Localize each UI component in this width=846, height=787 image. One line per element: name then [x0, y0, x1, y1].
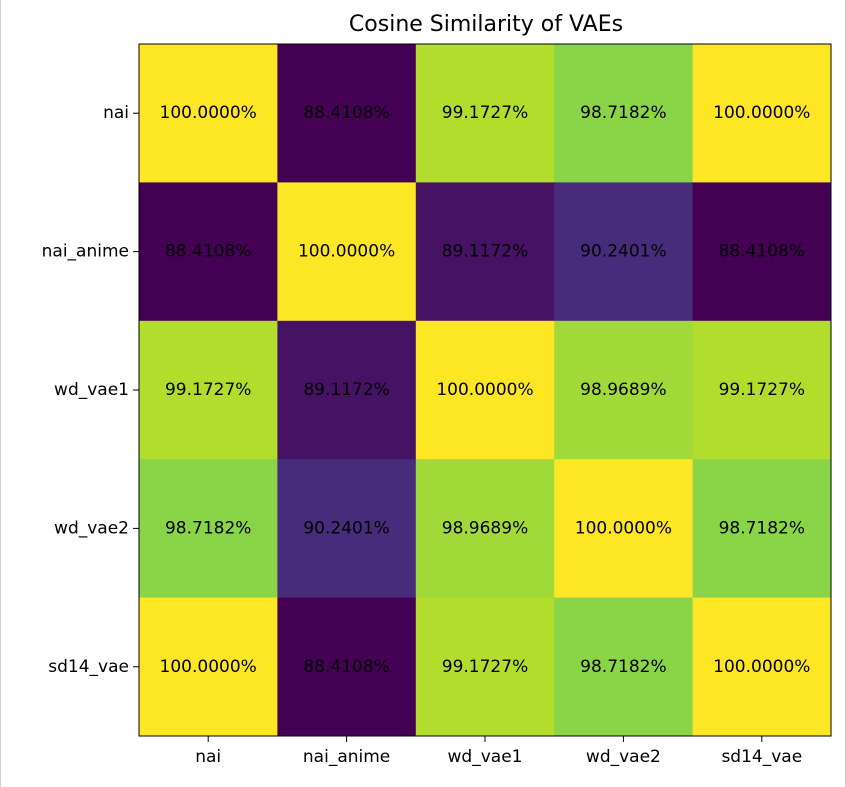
cell-value-label: 100.0000%	[713, 103, 810, 123]
heatmap-cell	[415, 44, 555, 183]
x-tick-label: nai_anime	[303, 747, 390, 767]
cell-value-label: 88.4108%	[165, 242, 251, 262]
heatmap-cell	[692, 44, 832, 183]
x-tick-label: sd14_vae	[721, 747, 802, 767]
heatmap-cell	[415, 320, 555, 460]
heatmap-cell	[554, 44, 694, 183]
cell-value-label: 98.7182%	[580, 657, 666, 677]
heatmap-cell	[277, 320, 417, 460]
cell-value-label: 88.4108%	[303, 103, 389, 123]
heatmap-cell	[415, 459, 555, 599]
cell-value-label: 88.4108%	[719, 242, 805, 262]
x-axis: nai nai_anime wd_vae1 wd_vae2 sd14_vae	[195, 736, 802, 767]
heatmap-cell	[277, 44, 417, 183]
cell-value-label: 100.0000%	[436, 380, 533, 400]
heatmap-cell-labels: 100.0000% 88.4108% 99.1727% 98.7182% 100.000…	[160, 103, 811, 677]
cell-value-label: 98.7182%	[580, 103, 666, 123]
y-tick-label: wd_vae1	[54, 380, 129, 400]
heatmap-cell	[139, 182, 278, 322]
x-tick-label: wd_vae2	[586, 747, 661, 767]
cell-value-label: 90.2401%	[303, 518, 389, 538]
heatmap-cell	[692, 320, 832, 460]
cell-value-label: 100.0000%	[298, 242, 395, 262]
cell-value-label: 89.1172%	[442, 242, 528, 262]
cell-value-label: 99.1727%	[719, 380, 805, 400]
y-axis: nai nai_anime wd_vae1 wd_vae2 sd14_vae	[42, 103, 139, 677]
heatmap-cell	[554, 320, 694, 460]
cell-value-label: 100.0000%	[713, 657, 810, 677]
heatmap-cell	[139, 44, 278, 183]
cell-value-label: 98.7182%	[719, 518, 805, 538]
heatmap-cell	[692, 182, 832, 322]
y-tick-label: nai	[103, 103, 129, 123]
cell-value-label: 88.4108%	[303, 657, 389, 677]
y-tick-label: wd_vae2	[54, 518, 129, 538]
heatmap-cell	[692, 459, 832, 599]
chart-title: Cosine Similarity of VAEs	[349, 12, 623, 37]
cell-value-label: 98.9689%	[442, 518, 528, 538]
heatmap-cells	[139, 44, 832, 737]
cell-value-label: 90.2401%	[580, 242, 666, 262]
heatmap-cell	[139, 597, 278, 737]
heatmap-cell	[554, 597, 694, 737]
heatmap-cell	[139, 459, 278, 599]
x-tick-label: wd_vae1	[448, 747, 523, 767]
cell-value-label: 89.1172%	[303, 380, 389, 400]
cell-value-label: 99.1727%	[442, 103, 528, 123]
heatmap-cell	[277, 182, 417, 322]
heatmap-cell	[415, 182, 555, 322]
heatmap-cell	[277, 459, 417, 599]
heatmap-cell	[554, 459, 694, 599]
heatmap-cell	[139, 320, 278, 460]
heatmap-cell	[692, 597, 832, 737]
cell-value-label: 98.7182%	[165, 518, 251, 538]
axes-frame	[138, 43, 832, 737]
x-tick-label: nai	[195, 747, 221, 767]
heatmap-cell	[554, 182, 694, 322]
heatmap-cell	[277, 597, 417, 737]
cell-value-label: 99.1727%	[442, 657, 528, 677]
y-tick-label: nai_anime	[42, 242, 129, 262]
cell-value-label: 98.9689%	[580, 380, 666, 400]
cell-value-label: 100.0000%	[160, 103, 257, 123]
cell-value-label: 99.1727%	[165, 380, 251, 400]
cell-value-label: 100.0000%	[160, 657, 257, 677]
cell-value-label: 100.0000%	[575, 518, 672, 538]
y-tick-label: sd14_vae	[48, 657, 129, 677]
heatmap-cell	[415, 597, 555, 737]
